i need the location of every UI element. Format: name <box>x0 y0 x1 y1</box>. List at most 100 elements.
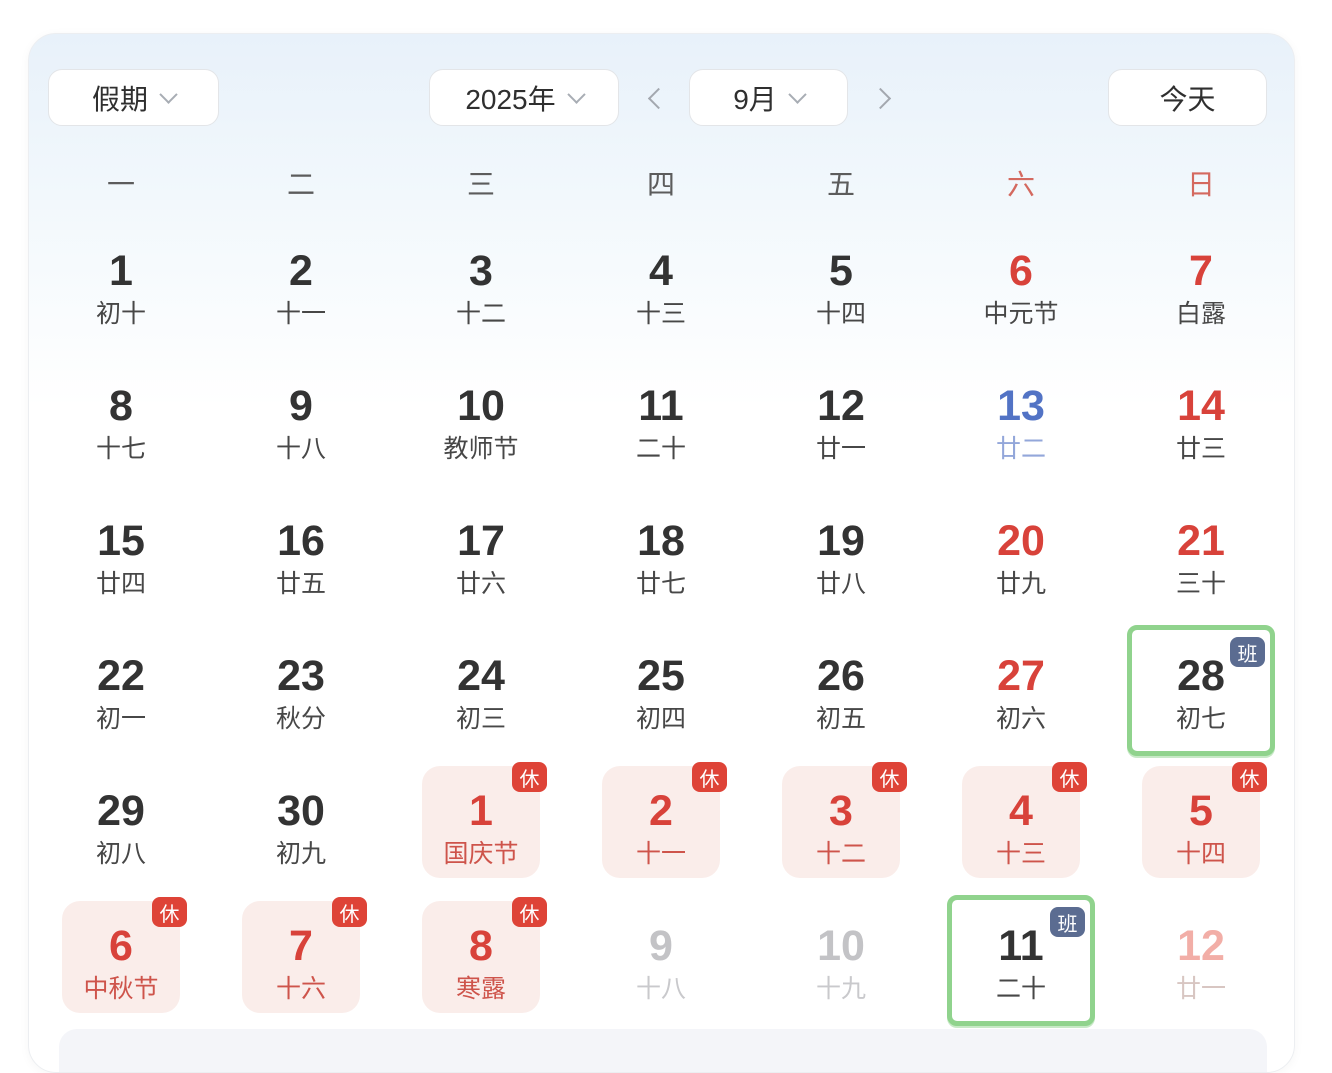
weekday-label: 五 <box>826 169 855 200</box>
day-cell[interactable]: 9 十八 <box>571 903 751 1038</box>
prev-month-button[interactable] <box>638 78 678 118</box>
day-cell[interactable]: 16 廿五 <box>211 498 391 633</box>
day-lunar-label: 寒露 <box>455 975 506 1003</box>
day-lunar-label: 二十 <box>995 975 1046 1003</box>
day-lunar-label: 三十 <box>1175 570 1226 598</box>
day-cell[interactable]: 25 初四 <box>571 633 751 768</box>
day-lunar-label: 十一 <box>635 840 686 868</box>
day-cell[interactable]: 班 28 初七 <box>1111 625 1291 768</box>
day-cell[interactable]: 15 廿四 <box>31 498 211 633</box>
day-cell[interactable]: 29 初八 <box>31 768 211 903</box>
chevron-down-icon <box>788 85 807 104</box>
day-number: 11 <box>998 922 1044 970</box>
day-cell[interactable]: 休 3 十二 <box>751 762 931 903</box>
day-number: 15 <box>97 517 145 565</box>
day-cell[interactable]: 休 4 十三 <box>931 762 1111 903</box>
day-number: 27 <box>997 652 1045 700</box>
rest-badge: 休 <box>872 762 907 792</box>
today-button-label: 今天 <box>1159 83 1216 115</box>
day-cell[interactable]: 2 十一 <box>211 228 391 363</box>
day-lunar-label: 初八 <box>95 840 146 868</box>
day-number: 3 <box>469 247 493 295</box>
day-lunar-label: 十六 <box>275 975 326 1003</box>
day-number: 21 <box>1177 517 1225 565</box>
day-cell[interactable]: 8 十七 <box>31 363 211 498</box>
day-number: 2 <box>649 787 673 835</box>
day-cell[interactable]: 休 5 十四 <box>1111 762 1291 903</box>
work-badge: 班 <box>1230 637 1265 667</box>
day-cell[interactable]: 12 廿一 <box>1111 903 1291 1038</box>
day-number: 4 <box>1009 787 1033 835</box>
day-cell[interactable]: 23 秋分 <box>211 633 391 768</box>
day-lunar-label: 廿一 <box>815 435 866 463</box>
day-cell[interactable]: 10 十九 <box>751 903 931 1038</box>
day-number: 19 <box>817 517 865 565</box>
rest-badge: 休 <box>1232 762 1267 792</box>
day-number: 24 <box>457 652 505 700</box>
day-number: 16 <box>277 517 325 565</box>
bottom-panel <box>59 1029 1267 1072</box>
day-cell[interactable]: 26 初五 <box>751 633 931 768</box>
day-lunar-label: 十三 <box>635 300 686 328</box>
day-cell[interactable]: 21 三十 <box>1111 498 1291 633</box>
day-number: 3 <box>829 787 853 835</box>
month-select[interactable]: 9月 <box>689 69 848 126</box>
day-cell[interactable]: 18 廿七 <box>571 498 751 633</box>
day-number: 18 <box>637 517 685 565</box>
day-lunar-label: 十七 <box>95 435 146 463</box>
day-cell[interactable]: 5 十四 <box>751 228 931 363</box>
day-cell[interactable]: 13 廿二 <box>931 363 1111 498</box>
year-select[interactable]: 2025年 <box>429 69 619 126</box>
day-lunar-label: 初三 <box>455 705 506 733</box>
day-cell[interactable]: 6 中元节 <box>931 228 1111 363</box>
day-number: 4 <box>649 247 673 295</box>
day-cell[interactable]: 24 初三 <box>391 633 571 768</box>
next-month-button[interactable] <box>860 78 900 118</box>
day-lunar-label: 十一 <box>275 300 326 328</box>
day-cell[interactable]: 14 廿三 <box>1111 363 1291 498</box>
day-cell[interactable]: 班 11 二十 <box>931 895 1111 1038</box>
day-cell[interactable]: 11 二十 <box>571 363 751 498</box>
day-cell[interactable]: 休 2 十一 <box>571 762 751 903</box>
chevron-down-icon <box>159 85 178 104</box>
weekday-label: 四 <box>646 169 675 200</box>
day-lunar-label: 廿五 <box>275 570 326 598</box>
day-cell[interactable]: 30 初九 <box>211 768 391 903</box>
day-lunar-label: 廿一 <box>1175 975 1226 1003</box>
day-cell[interactable]: 1 初十 <box>31 228 211 363</box>
day-cell[interactable]: 休 1 国庆节 <box>391 762 571 903</box>
day-cell[interactable]: 3 十二 <box>391 228 571 363</box>
day-cell[interactable]: 17 廿六 <box>391 498 571 633</box>
day-number: 25 <box>637 652 685 700</box>
chevron-left-icon <box>647 87 669 109</box>
day-lunar-label: 廿九 <box>995 570 1046 598</box>
day-cell[interactable]: 4 十三 <box>571 228 751 363</box>
weekday-label: 日 <box>1186 169 1215 200</box>
holiday-filter-select[interactable]: 假期 <box>48 69 219 126</box>
day-number: 10 <box>817 922 865 970</box>
day-cell[interactable]: 12 廿一 <box>751 363 931 498</box>
day-number: 1 <box>109 247 133 295</box>
weekday-header-row: 一二三四五六日 <box>31 162 1291 204</box>
day-cell[interactable]: 19 廿八 <box>751 498 931 633</box>
day-number: 17 <box>457 517 505 565</box>
day-cell[interactable]: 22 初一 <box>31 633 211 768</box>
day-cell[interactable]: 9 十八 <box>211 363 391 498</box>
day-lunar-label: 初一 <box>95 705 146 733</box>
day-cell[interactable]: 27 初六 <box>931 633 1111 768</box>
day-lunar-label: 十二 <box>455 300 506 328</box>
day-cell[interactable]: 7 白露 <box>1111 228 1291 363</box>
day-lunar-label: 初九 <box>275 840 326 868</box>
today-button[interactable]: 今天 <box>1108 69 1267 126</box>
day-cell[interactable]: 休 8 寒露 <box>391 897 571 1038</box>
day-number: 6 <box>1009 247 1033 295</box>
day-number: 9 <box>289 382 313 430</box>
day-number: 2 <box>289 247 313 295</box>
day-cell[interactable]: 10 教师节 <box>391 363 571 498</box>
day-cell[interactable]: 休 6 中秋节 <box>31 897 211 1038</box>
day-lunar-label: 十三 <box>995 840 1046 868</box>
day-cell[interactable]: 休 7 十六 <box>211 897 391 1038</box>
day-lunar-label: 廿六 <box>455 570 506 598</box>
day-lunar-label: 中元节 <box>983 300 1059 328</box>
day-cell[interactable]: 20 廿九 <box>931 498 1111 633</box>
